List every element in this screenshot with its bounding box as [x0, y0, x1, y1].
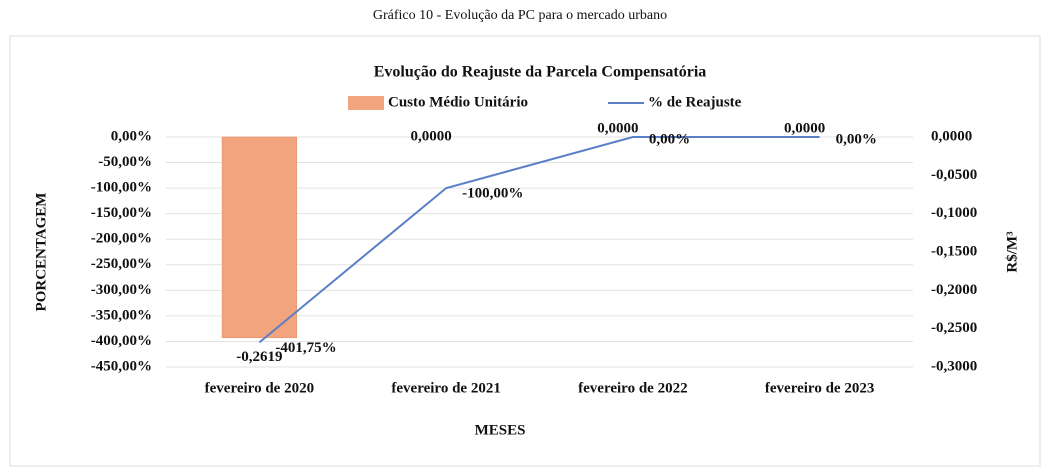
y2-tick-label: -0,3000 — [931, 358, 977, 374]
y2-tick-label: -0,2500 — [931, 320, 977, 336]
line-value-label: 0,00% — [649, 131, 690, 147]
x-tick-label: fevereiro de 2020 — [205, 380, 314, 396]
caption: Gráfico 10 - Evolução da PC para o merca… — [373, 8, 667, 23]
y2-tick-label: -0,2000 — [931, 282, 977, 298]
line-value-label: 0,00% — [836, 131, 877, 147]
chart-frame — [9, 35, 1041, 467]
y2-tick-label: -0,0500 — [931, 167, 977, 183]
y2-axis-label: R$/M³ — [1004, 231, 1020, 273]
y-tick-label: -400,00% — [91, 333, 152, 349]
line — [258, 136, 820, 344]
y-tick-label: -150,00% — [91, 205, 152, 221]
y2-tick-label: 0,0000 — [931, 128, 972, 144]
y-axis-label: PORCENTAGEM — [33, 193, 49, 312]
y2-tick-label: -0,1000 — [931, 205, 977, 221]
bar-value-label: -0,2619 — [236, 349, 282, 365]
line-value-label: -100,00% — [462, 186, 523, 202]
x-tick-label: fevereiro de 2022 — [578, 380, 687, 396]
bar-value-label: 0,0000 — [411, 128, 452, 144]
x-tick-label: fevereiro de 2023 — [765, 380, 874, 396]
y-tick-label: -300,00% — [91, 282, 152, 298]
x-axis-label: MESES — [475, 422, 526, 438]
legend-label: Custo Médio Unitário — [388, 94, 528, 110]
bar-value-label: 0,0000 — [784, 120, 825, 136]
y-tick-label: -450,00% — [91, 358, 152, 374]
bar-value-label: 0,0000 — [597, 120, 638, 136]
y-tick-label: 0,00% — [111, 128, 152, 144]
y-tick-label: -50,00% — [98, 154, 152, 170]
legend-label: % de Reajuste — [648, 94, 742, 110]
y-tick-label: -100,00% — [91, 180, 152, 196]
y-tick-label: -200,00% — [91, 231, 152, 247]
chart-title: Evolução do Reajuste da Parcela Compensa… — [374, 64, 707, 81]
y2-tick-label: -0,1500 — [931, 243, 977, 259]
line-value-label: -401,75% — [275, 340, 336, 356]
bar — [221, 136, 297, 339]
x-tick-label: fevereiro de 2021 — [391, 380, 500, 396]
y-tick-label: -350,00% — [91, 307, 152, 323]
legend-swatch — [348, 96, 384, 110]
y-tick-label: -250,00% — [91, 256, 152, 272]
